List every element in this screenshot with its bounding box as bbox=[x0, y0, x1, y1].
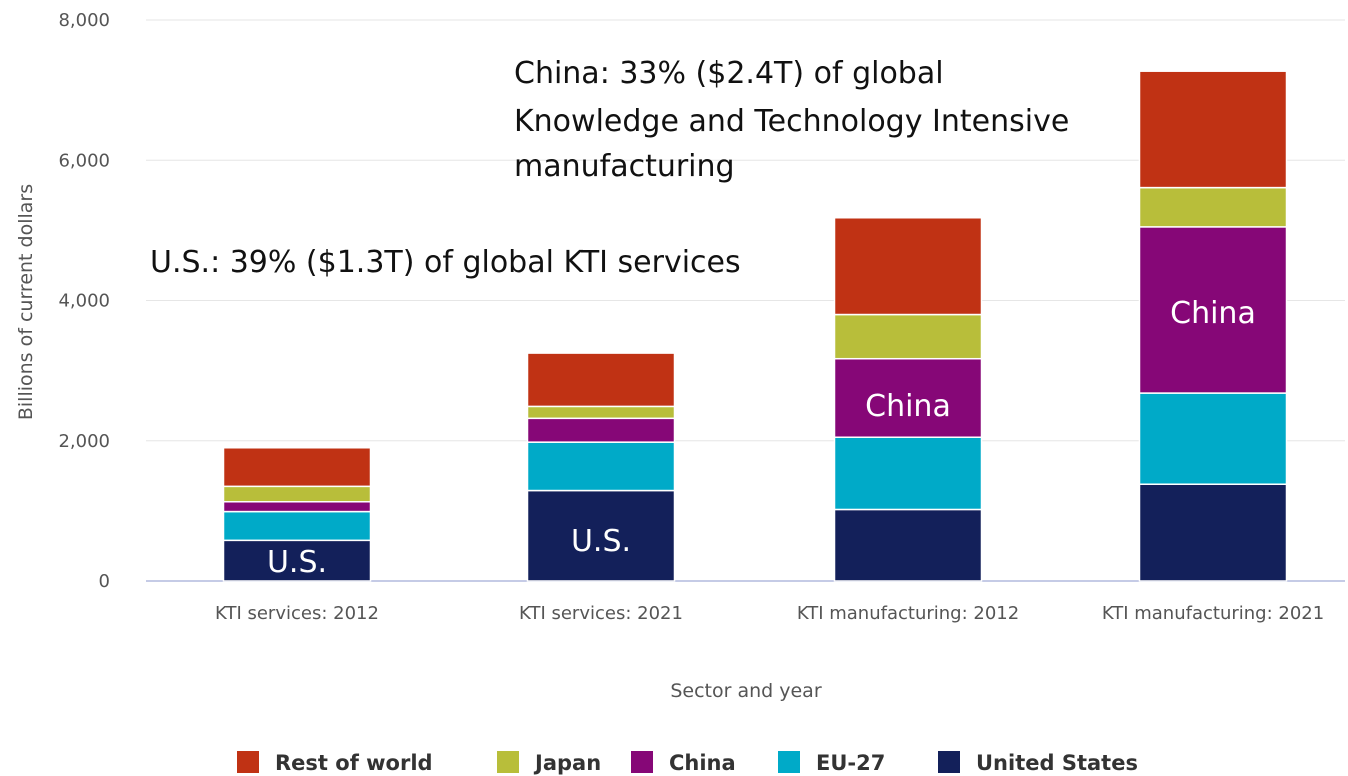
bar-labels: U.S. U.S. China China bbox=[267, 296, 1256, 580]
bar-segment-japan bbox=[526, 405, 676, 420]
legend-swatch bbox=[497, 751, 519, 773]
legend: Rest of world Japan China EU-27 United State… bbox=[237, 751, 1138, 775]
legend-label: United States bbox=[976, 751, 1138, 775]
bar-segment-united-states bbox=[222, 539, 372, 582]
bar-segment-label: China bbox=[865, 389, 951, 424]
bars bbox=[222, 70, 1288, 582]
y-tick-label: 8,000 bbox=[58, 10, 110, 31]
bar-segment-eu-27 bbox=[222, 510, 372, 542]
y-axis-ticks: 0 2,000 4,000 6,000 8,000 bbox=[58, 10, 110, 592]
legend-swatch bbox=[778, 751, 800, 773]
y-tick-label: 0 bbox=[99, 571, 110, 592]
legend-swatch bbox=[237, 751, 259, 773]
x-axis-ticks: KTI services: 2012 KTI services: 2021 KTI … bbox=[215, 603, 1324, 624]
x-tick-label: KTI manufacturing: 2021 bbox=[1102, 603, 1324, 624]
legend-label: Rest of world bbox=[275, 751, 433, 775]
annotation-text: manufacturing bbox=[514, 149, 735, 184]
legend-label: Japan bbox=[533, 751, 601, 775]
y-tick-label: 6,000 bbox=[58, 150, 110, 171]
bar-segment-china bbox=[526, 417, 676, 443]
legend-label: EU-27 bbox=[816, 751, 885, 775]
bar-segment-china bbox=[222, 501, 372, 513]
annotation-text: Knowledge and Technology Intensive bbox=[514, 104, 1069, 139]
y-tick-label: 4,000 bbox=[58, 291, 110, 312]
y-tick-label: 2,000 bbox=[58, 431, 110, 452]
bar-segment-japan bbox=[833, 313, 983, 360]
legend-swatch bbox=[631, 751, 653, 773]
x-tick-label: KTI services: 2021 bbox=[519, 603, 683, 624]
x-tick-label: KTI services: 2012 bbox=[215, 603, 379, 624]
x-axis-title: Sector and year bbox=[670, 680, 821, 702]
bar-segment-eu-27 bbox=[833, 436, 983, 511]
bar-segment-rest-of-world bbox=[833, 217, 983, 316]
legend-swatch bbox=[938, 751, 960, 773]
bar-segment-japan bbox=[1138, 186, 1288, 228]
bar-segment-label: China bbox=[1170, 296, 1256, 331]
bar-segment-united-states bbox=[1138, 483, 1288, 582]
bar-segment-label: U.S. bbox=[267, 545, 327, 580]
annotations: China: 33% ($2.4T) of global Knowledge an… bbox=[150, 56, 1069, 280]
bar-segment-japan bbox=[222, 485, 372, 503]
bar-segment-label: U.S. bbox=[571, 524, 631, 559]
x-tick-label: KTI manufacturing: 2012 bbox=[797, 603, 1019, 624]
bar-segment-rest-of-world bbox=[1138, 70, 1288, 189]
bar-segment-eu-27 bbox=[1138, 392, 1288, 485]
annotation-text: U.S.: 39% ($1.3T) of global KTI services bbox=[150, 245, 741, 280]
y-axis-title: Billions of current dollars bbox=[15, 184, 37, 420]
bar-segment-rest-of-world bbox=[526, 352, 676, 408]
bar-segment-eu-27 bbox=[526, 441, 676, 492]
bar-segment-rest-of-world bbox=[222, 447, 372, 488]
annotation-text: China: 33% ($2.4T) of global bbox=[514, 56, 944, 91]
bar-segment-united-states bbox=[526, 489, 676, 582]
legend-label: China bbox=[669, 751, 736, 775]
bar-segment-united-states bbox=[833, 508, 983, 582]
